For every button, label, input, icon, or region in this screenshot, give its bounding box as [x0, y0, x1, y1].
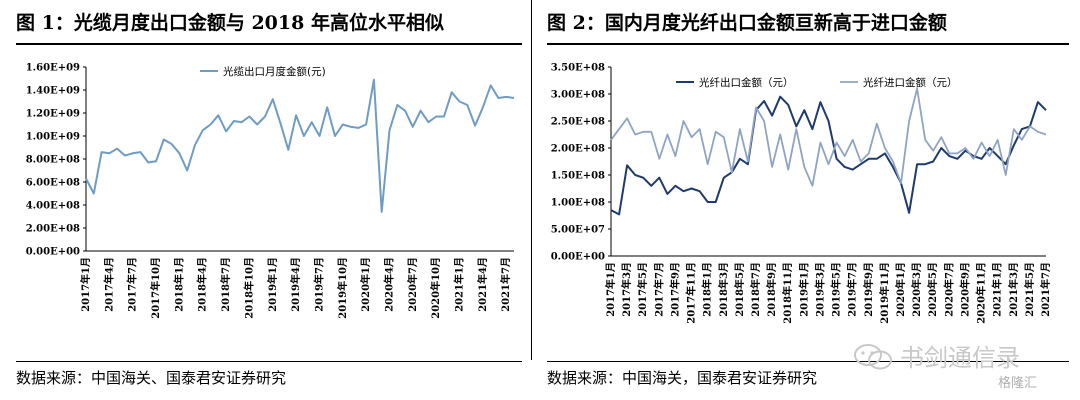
x-tick-label: 2017年11月: [685, 262, 698, 324]
legend-label: 光缆出口月度金额(元): [223, 65, 326, 78]
x-tick-label: 2020年11月: [975, 262, 988, 324]
x-tick-label: 2020年1月: [359, 257, 372, 312]
x-tick-label: 2017年1月: [604, 262, 617, 317]
right-source-rule: [547, 361, 1069, 362]
series-line-1: [85, 78, 515, 213]
x-tick-label: 2018年10月: [242, 257, 255, 319]
y-tick-label: 6.00E+08: [26, 178, 80, 189]
x-tick-label: 2019年3月: [813, 262, 826, 317]
y-tick-label: 0.00E+00: [551, 252, 605, 263]
x-tick-label: 2021年7月: [1039, 262, 1052, 317]
x-tick-label: 2021年1月: [453, 257, 466, 312]
y-tick-label: 1.00E+09: [26, 132, 80, 143]
panel-divider: [531, 0, 532, 360]
y-tick-label: 4.00E+08: [26, 201, 80, 212]
x-tick-label: 2021年3月: [1007, 262, 1020, 317]
y-tick-label: 5.00E+07: [551, 225, 605, 236]
legend-label: 光纤进口金额（元）: [863, 76, 958, 89]
x-tick-label: 2018年4月: [196, 257, 209, 312]
source-badge: 格隆汇: [998, 376, 1038, 391]
left-figure-panel: 图 1：光缆月度出口金额与 2018 年高位水平相似 0.00E+00 2.00E…: [0, 0, 531, 400]
x-tick-label: 2019年9月: [862, 262, 875, 317]
x-tick-label: 2020年10月: [429, 257, 442, 319]
x-tick-label: 2021年5月: [1023, 262, 1036, 317]
left-source-rule: [16, 361, 522, 362]
x-tick-label: 2019年5月: [830, 262, 843, 317]
wechat-icon: [854, 344, 892, 370]
right-chart: 0.00E+00 5.00E+07 1.00E+08 1.50E+08 2.00E+08…: [551, 63, 1052, 324]
right-figure-panel: 图 2：国内月度光纤出口金额亘新高于进口金额 0.00E+00 5.00E+07 1…: [533, 0, 1080, 400]
x-tick-label: 2018年11月: [781, 262, 794, 324]
x-tick-label: 2019年7月: [846, 262, 859, 317]
x-tick-label: 2020年3月: [910, 262, 923, 317]
x-tick-label: 2020年4月: [382, 257, 395, 312]
x-tick-label: 2021年1月: [991, 262, 1004, 317]
x-tick-label: 2017年3月: [620, 262, 633, 317]
x-tick-label: 2019年11月: [878, 262, 891, 324]
left-chart: 0.00E+00 2.00E+08 4.00E+08 6.00E+08 8.00E+08…: [26, 63, 515, 319]
right-figure-title: 图 2：国内月度光纤出口金额亘新高于进口金额: [547, 12, 947, 34]
x-tick-label: 2018年7月: [749, 262, 762, 317]
left-figure-title: 图 1：光缆月度出口金额与 2018 年高位水平相似: [16, 12, 444, 34]
series-line-2: [610, 87, 1047, 187]
y-tick-label: 1.50E+08: [551, 171, 605, 182]
x-tick-label: 2017年9月: [668, 262, 681, 317]
y-tick-label: 1.20E+09: [26, 109, 80, 120]
x-tick-label: 2017年1月: [79, 257, 92, 312]
legend-label: 光纤出口金额（元）: [699, 76, 794, 89]
y-tick-label: 1.40E+09: [26, 86, 80, 97]
x-tick-label: 2018年1月: [701, 262, 714, 317]
watermark-text: 书剑通信录: [900, 344, 1020, 372]
x-tick-label: 2017年10月: [149, 257, 162, 319]
x-tick-label: 2017年5月: [636, 262, 649, 317]
x-tick-label: 2017年7月: [126, 257, 139, 312]
x-tick-label: 2018年5月: [733, 262, 746, 317]
y-tick-label: 1.60E+09: [26, 63, 80, 74]
x-tick-label: 2018年1月: [172, 257, 185, 312]
y-tick-label: 3.00E+08: [551, 90, 605, 101]
left-source-note: 数据来源：中国海关、国泰君安证券研究: [16, 369, 287, 387]
x-tick-label: 2020年7月: [942, 262, 955, 317]
x-tick-label: 2021年4月: [476, 257, 489, 312]
x-tick-label: 2019年10月: [336, 257, 349, 319]
y-tick-label: 3.50E+08: [551, 63, 605, 74]
right-title-rule: [547, 43, 1069, 45]
x-tick-label: 2021年7月: [499, 257, 512, 312]
y-tick-label: 2.50E+08: [551, 117, 605, 128]
x-tick-label: 2018年7月: [219, 257, 232, 312]
right-source-note: 数据来源：中国海关，国泰君安证券研究: [547, 369, 818, 387]
x-tick-label: 2019年4月: [289, 257, 302, 312]
x-tick-label: 2019年1月: [266, 257, 279, 312]
x-tick-label: 2018年3月: [717, 262, 730, 317]
y-tick-label: 0.00E+00: [26, 247, 80, 258]
x-tick-label: 2020年9月: [958, 262, 971, 317]
y-tick-label: 2.00E+08: [551, 144, 605, 155]
series-line-1: [610, 95, 1047, 216]
y-tick-label: 1.00E+08: [551, 198, 605, 209]
x-tick-label: 2019年1月: [797, 262, 810, 317]
left-title-rule: [16, 43, 522, 45]
x-tick-label: 2017年7月: [652, 262, 665, 317]
x-tick-label: 2020年7月: [406, 257, 419, 312]
y-tick-label: 8.00E+08: [26, 155, 80, 166]
x-tick-label: 2019年7月: [312, 257, 325, 312]
x-tick-label: 2018年9月: [765, 262, 778, 317]
x-tick-label: 2017年4月: [102, 257, 115, 312]
x-tick-label: 2020年5月: [926, 262, 939, 317]
x-tick-label: 2020年1月: [894, 262, 907, 317]
y-tick-label: 2.00E+08: [26, 224, 80, 235]
